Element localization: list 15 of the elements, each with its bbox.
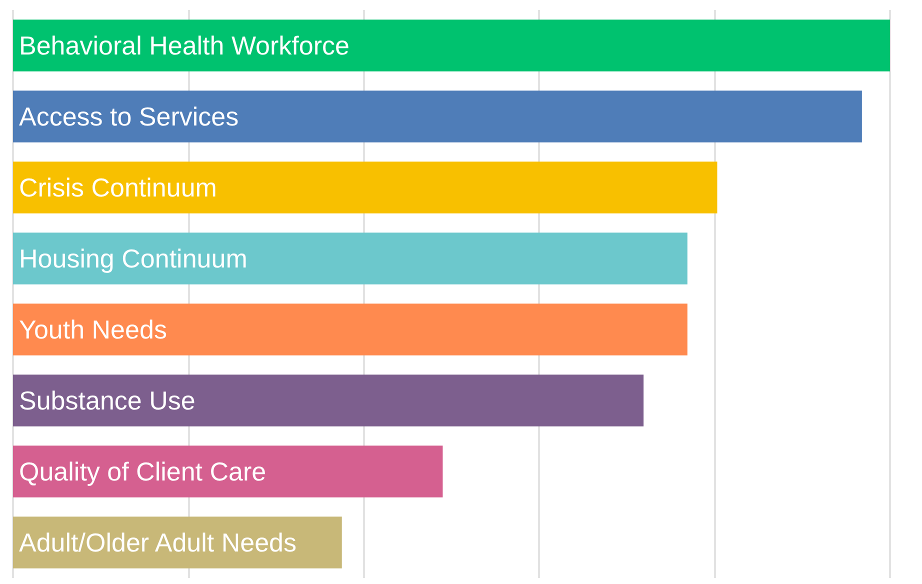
bar <box>13 162 718 214</box>
bar <box>13 374 644 426</box>
bar <box>13 20 890 72</box>
y-tick-label: Access to Services <box>19 102 239 132</box>
y-tick-label: Behavioral Health Workforce <box>19 30 350 60</box>
y-tick-label: Youth Needs <box>19 314 167 344</box>
y-tick-label: Housing Continuum <box>19 244 248 274</box>
y-tick-label: Crisis Continuum <box>19 172 217 202</box>
y-tick-label: Substance Use <box>19 386 196 416</box>
y-tick-label: Adult/Older Adult Needs <box>19 528 296 558</box>
bar <box>13 232 688 284</box>
y-tick-label: Quality of Client Care <box>19 456 266 486</box>
bar <box>13 304 688 356</box>
bar <box>13 90 862 142</box>
bar <box>13 446 443 498</box>
